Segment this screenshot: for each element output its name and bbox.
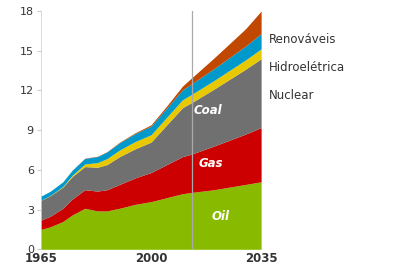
Text: Hidroelétrica: Hidroelétrica <box>269 61 346 74</box>
Text: Renováveis: Renováveis <box>269 33 337 46</box>
Text: Gas: Gas <box>199 157 223 170</box>
Text: Coal: Coal <box>193 104 222 117</box>
Text: Nuclear: Nuclear <box>269 89 315 102</box>
Text: Oil: Oil <box>211 210 229 223</box>
